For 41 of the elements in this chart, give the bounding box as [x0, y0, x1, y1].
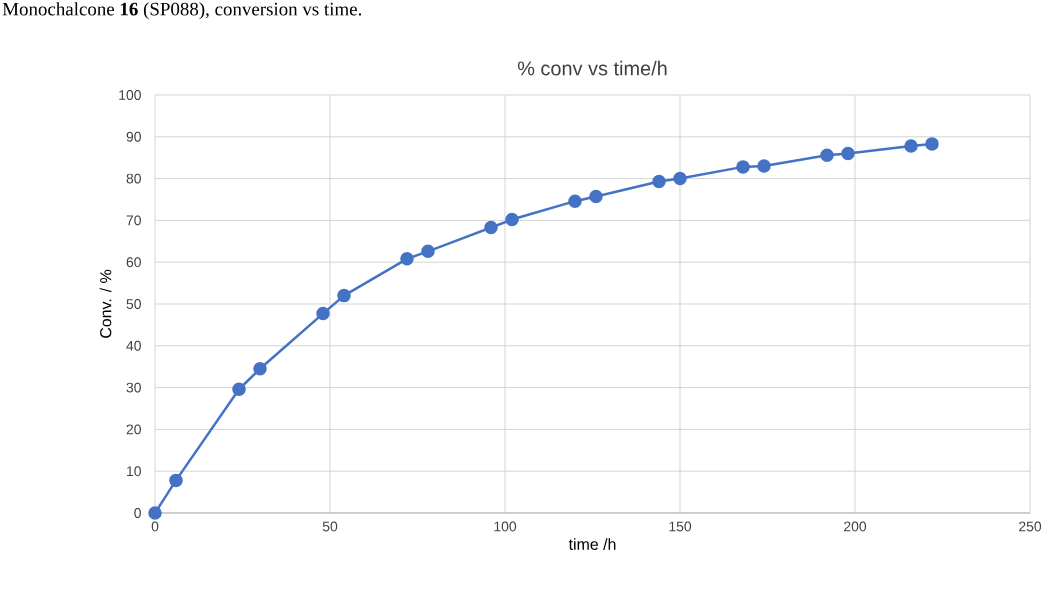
point [673, 171, 687, 186]
x-tick-label: 150 [669, 521, 692, 532]
y-tick-label: 80 [126, 173, 141, 184]
point [484, 220, 498, 235]
y-tick-label: 100 [119, 90, 141, 100]
text: Monochalcone 16 (SP088), conversion vs time. [2, 2, 362, 20]
point [568, 194, 582, 208]
y-tick-label: 10 [127, 466, 141, 477]
x-tick-label: 100 [494, 521, 517, 532]
point [925, 137, 939, 151]
point [400, 252, 414, 266]
point [232, 382, 246, 397]
point [589, 189, 603, 204]
x-tick-label: 0 [151, 521, 159, 532]
y-tick-label: 70 [126, 215, 141, 226]
point [253, 362, 267, 376]
point [841, 146, 855, 161]
point [169, 473, 183, 488]
point [421, 244, 435, 259]
y-axis-title: Conv. / % [99, 269, 112, 338]
y-tick-label: 40 [126, 340, 141, 351]
x-tick-label: 200 [844, 521, 867, 532]
y-tick-label: 60 [126, 257, 141, 268]
point [904, 139, 918, 153]
point [316, 306, 330, 321]
x-tick-label: 50 [322, 521, 338, 532]
x-tick-label: 250 [1019, 521, 1042, 532]
point [820, 148, 834, 162]
y-tick-label: 50 [126, 299, 141, 309]
point [148, 506, 162, 520]
point [736, 160, 750, 174]
point [652, 174, 666, 189]
y-tick-label: 20 [126, 424, 141, 435]
chart-title: % conv vs time/h [517, 60, 667, 76]
point [757, 159, 771, 173]
point [337, 288, 351, 303]
y-tick-label: 0 [134, 508, 141, 518]
y-tick-label: 90 [126, 131, 141, 142]
x-axis-title: time /h [568, 538, 616, 550]
point [505, 212, 519, 227]
y-tick-label: 30 [126, 382, 141, 393]
